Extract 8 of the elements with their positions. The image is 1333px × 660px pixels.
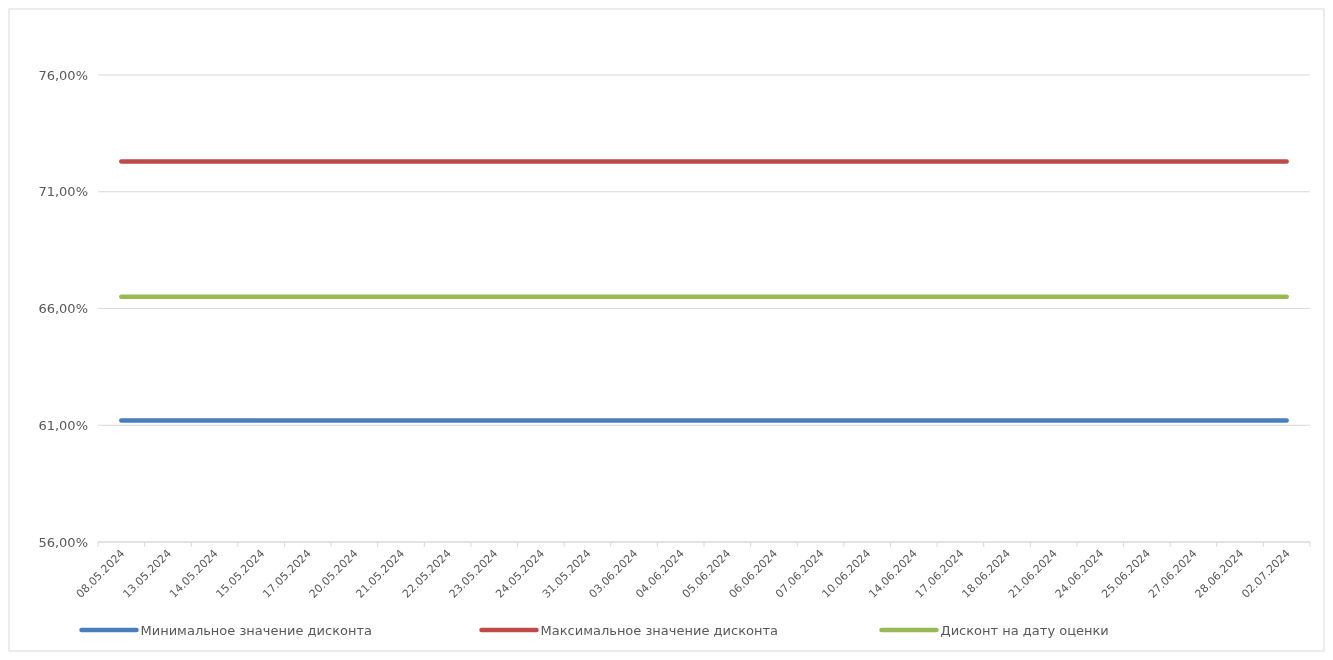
y-tick-label: 71,00% [38, 184, 88, 200]
y-tick-label: 61,00% [38, 417, 88, 433]
legend-label: Минимальное значение дисконта [140, 622, 373, 638]
y-tick-label: 66,00% [38, 301, 88, 317]
y-tick-label: 76,00% [38, 67, 88, 83]
legend-label: Дисконт на дату оценки [940, 622, 1109, 638]
legend-label: Максимальное значение дисконта [540, 622, 779, 638]
y-tick-label: 56,00% [38, 534, 88, 550]
